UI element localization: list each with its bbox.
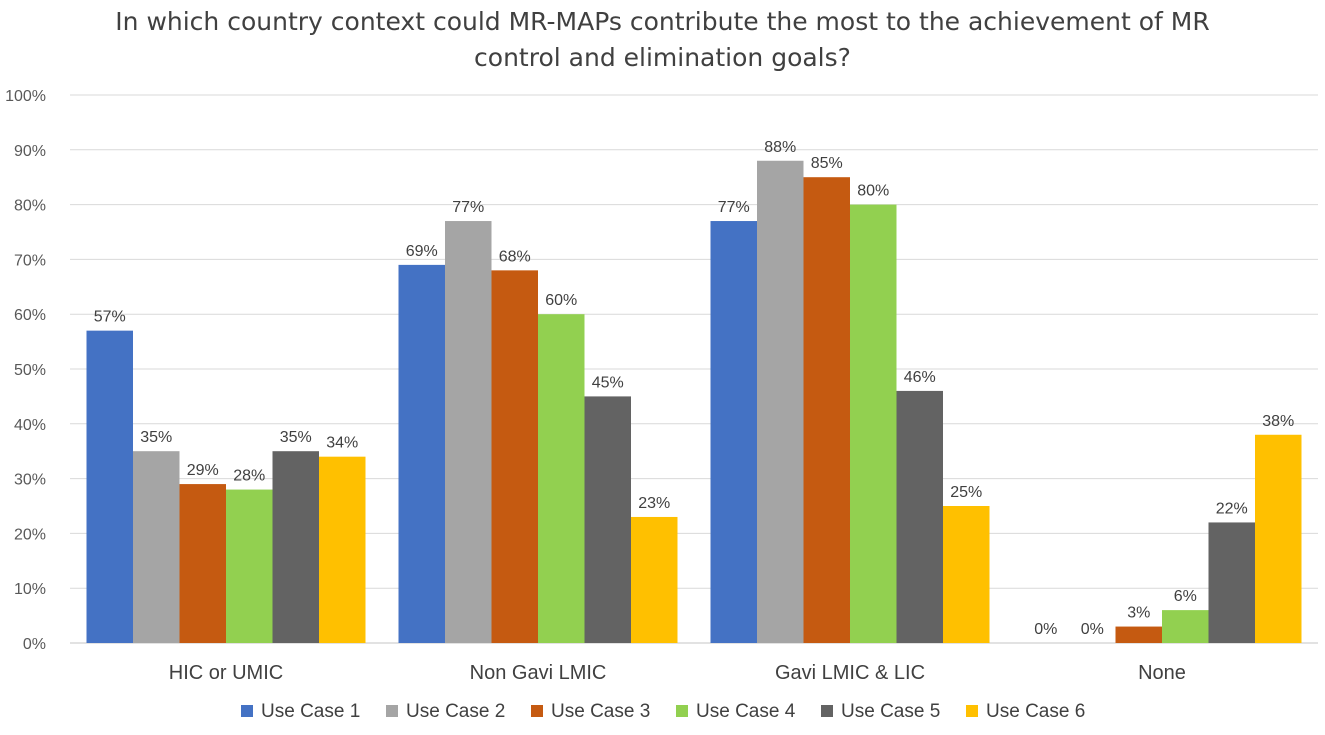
- data-label: 22%: [1216, 500, 1248, 517]
- bar: [1208, 522, 1255, 643]
- data-label: 23%: [638, 495, 670, 512]
- legend-label: Use Case 6: [986, 701, 1085, 722]
- bar: [896, 390, 943, 643]
- bar: [133, 451, 180, 643]
- x-tick-label: Non Gavi LMIC: [470, 662, 607, 684]
- data-label: 60%: [545, 292, 577, 309]
- bar: [1162, 610, 1209, 643]
- x-tick-label: Gavi LMIC & LIC: [775, 662, 925, 684]
- y-tick-label: 30%: [14, 472, 46, 489]
- data-label: 77%: [452, 199, 484, 216]
- legend-swatch: [531, 705, 543, 717]
- legend-swatch: [966, 705, 978, 717]
- data-label: 0%: [1034, 621, 1057, 638]
- bar: [584, 396, 631, 643]
- bar: [538, 314, 585, 643]
- x-tick-label: None: [1138, 662, 1186, 684]
- bar: [226, 489, 273, 643]
- y-tick-label: 20%: [14, 526, 46, 543]
- y-tick-label: 50%: [14, 362, 46, 379]
- data-label: 85%: [811, 155, 843, 172]
- x-tick-label: HIC or UMIC: [169, 662, 283, 684]
- data-label: 57%: [94, 309, 126, 326]
- data-label: 35%: [280, 429, 312, 446]
- data-label: 77%: [718, 199, 750, 216]
- data-label: 29%: [187, 462, 219, 479]
- chart-title: In which country context could MR-MAPs c…: [0, 4, 1325, 76]
- data-label: 68%: [499, 248, 531, 265]
- legend-swatch: [241, 705, 253, 717]
- bar: [757, 160, 804, 643]
- bar: [631, 516, 678, 643]
- y-tick-label: 90%: [14, 143, 46, 160]
- data-label: 80%: [857, 183, 889, 200]
- data-label: 69%: [406, 243, 438, 260]
- bar: [272, 451, 319, 643]
- legend-swatch: [821, 705, 833, 717]
- data-label: 88%: [764, 139, 796, 156]
- y-tick-label: 60%: [14, 307, 46, 324]
- legend-label: Use Case 5: [841, 701, 940, 722]
- data-label: 35%: [140, 429, 172, 446]
- legend-label: Use Case 2: [406, 701, 505, 722]
- data-label: 46%: [904, 369, 936, 386]
- y-tick-label: 70%: [14, 252, 46, 269]
- bar: [398, 264, 445, 643]
- bar: [710, 221, 757, 644]
- data-label: 38%: [1262, 413, 1294, 430]
- data-label: 28%: [233, 468, 265, 485]
- bar: [445, 221, 492, 644]
- bar: [943, 506, 990, 643]
- legend-label: Use Case 3: [551, 701, 650, 722]
- chart-title-line-1: In which country context could MR-MAPs c…: [115, 7, 1210, 36]
- legend-swatch: [386, 705, 398, 717]
- legend-label: Use Case 4: [696, 701, 796, 722]
- data-label: 0%: [1081, 621, 1104, 638]
- data-label: 45%: [592, 374, 624, 391]
- bar: [1115, 626, 1162, 643]
- bar: [491, 270, 538, 643]
- bar: [319, 456, 366, 643]
- bar: [179, 484, 226, 643]
- y-tick-label: 0%: [23, 636, 46, 653]
- bar: [850, 204, 897, 643]
- y-tick-label: 10%: [14, 581, 46, 598]
- legend-swatch: [676, 705, 688, 717]
- data-label: 34%: [326, 435, 358, 452]
- data-label: 25%: [950, 484, 982, 501]
- chart-title-line-2: control and elimination goals?: [474, 43, 851, 72]
- bar: [86, 330, 133, 643]
- data-label: 3%: [1127, 605, 1150, 622]
- y-tick-label: 80%: [14, 198, 46, 215]
- data-label: 6%: [1174, 588, 1197, 605]
- legend-label: Use Case 1: [261, 701, 360, 722]
- y-tick-label: 40%: [14, 417, 46, 434]
- bar: [1255, 434, 1302, 643]
- y-tick-label: 100%: [5, 88, 46, 105]
- bar: [803, 177, 850, 643]
